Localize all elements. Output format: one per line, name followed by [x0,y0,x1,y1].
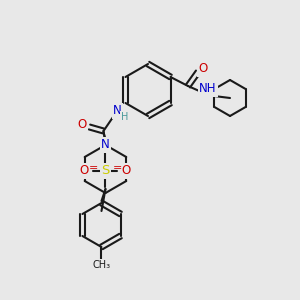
Text: S: S [101,164,110,178]
Text: O: O [198,62,208,76]
Text: =: = [113,163,122,173]
Text: O: O [78,118,87,131]
Text: =: = [89,163,98,173]
Text: O: O [122,164,131,178]
Text: N: N [113,104,122,118]
Text: CH₃: CH₃ [92,260,110,270]
Text: NH: NH [199,82,217,95]
Text: O: O [80,164,89,178]
Text: H: H [121,112,128,122]
Text: N: N [101,139,110,152]
